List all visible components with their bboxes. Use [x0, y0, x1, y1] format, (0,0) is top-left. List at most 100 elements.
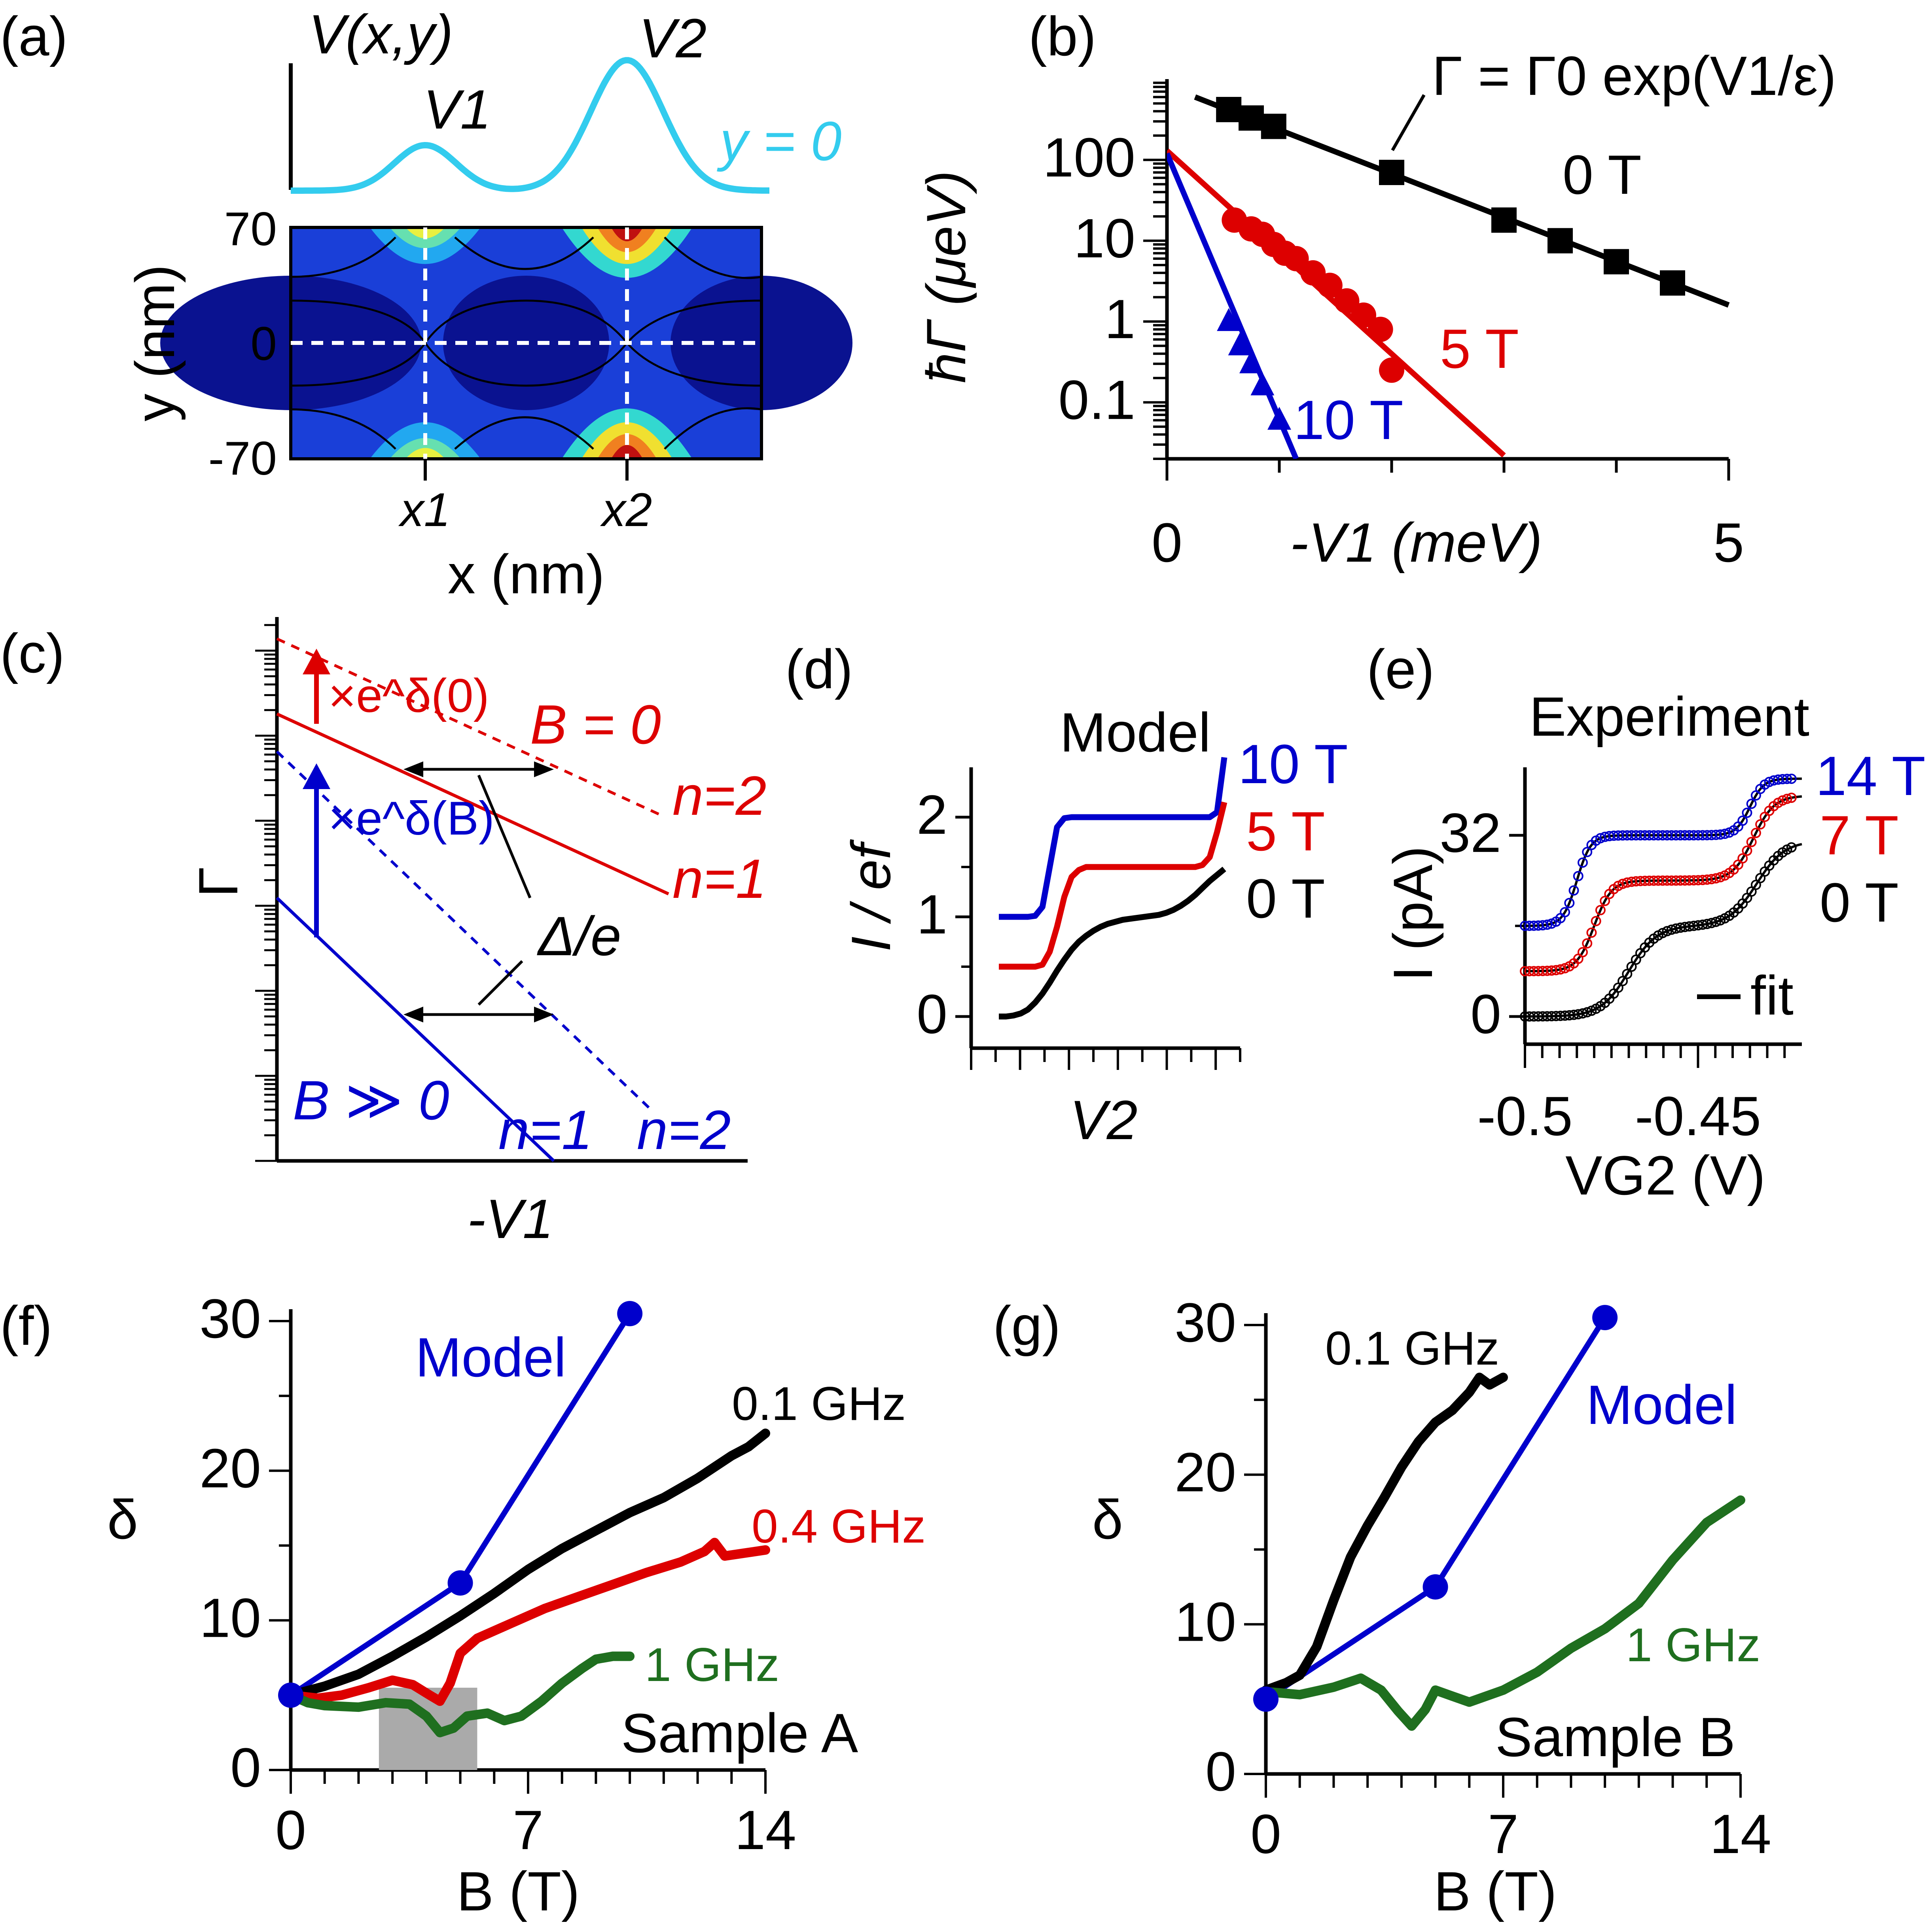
- panel-e-point-14T: [1577, 857, 1588, 868]
- panel-a-potential-profile: [291, 57, 769, 194]
- panel-g-xtick-label: 0: [1250, 1803, 1281, 1865]
- panel-d-ylabel: I / ef: [840, 839, 902, 952]
- panel-f-ylabel: δ: [107, 1488, 138, 1550]
- panel-e-point-7T: [1777, 795, 1788, 806]
- panel-e-ytick-label: 32: [1440, 802, 1501, 864]
- panel-g-label-f1: 1 GHz: [1626, 1619, 1760, 1672]
- panel-c-xlabel: -V1: [467, 1188, 553, 1250]
- c-blue-factor: ×e^δ(B): [328, 792, 494, 845]
- panel-e-xlabel: VG2 (V): [1565, 1144, 1765, 1206]
- panel-e-plot: [1520, 773, 1802, 1022]
- panel-a-ytick-neg70: -70: [208, 432, 277, 485]
- panel-b-point-0T: [1379, 159, 1404, 185]
- panel-a-v2-label: V2: [639, 7, 707, 69]
- panel-e-ylabel: I (pA): [1382, 846, 1444, 981]
- panel-e-point-0T: [1577, 1008, 1588, 1019]
- panel-e-label-0T: 0 T: [1820, 871, 1899, 933]
- panel-g-xtick-label: 14: [1710, 1803, 1771, 1865]
- panel-a-y0-label: y = 0: [717, 110, 841, 172]
- panel-d-ytick-label: 0: [917, 983, 947, 1045]
- contour-lines: [290, 237, 762, 450]
- panel-e-point-14T: [1573, 871, 1583, 881]
- panel-b-point-5T: [1317, 273, 1343, 298]
- panel-e-point-7T: [1595, 905, 1606, 916]
- panel-b-point-10T: [1250, 372, 1275, 396]
- panel-f-curve-1GHz: [286, 1651, 635, 1738]
- panel-e-point-7T: [1577, 947, 1588, 958]
- panel-f-model-marker: [278, 1682, 303, 1708]
- panel-f-ytick-label: 10: [199, 1587, 261, 1649]
- c-red-n1-solid: [276, 712, 669, 895]
- panel-d-ytick-label: 1: [917, 883, 947, 945]
- panel-e-point-14T: [1542, 919, 1553, 930]
- panel-a-ytick-0: 0: [250, 317, 277, 370]
- panel-g-label-model: Model: [1586, 1374, 1737, 1436]
- panel-g: (g) 0 7 14 30 20 10 0 δ B (T) Model 0.1 GHz 1 …: [993, 1291, 1771, 1922]
- panel-d-axes: 2 1 0: [917, 767, 1241, 1070]
- panel-f-label-f04: 0.4 GHz: [752, 1500, 926, 1553]
- panel-f-label-f1: 1 GHz: [645, 1638, 779, 1691]
- panel-b-point-10T: [1239, 350, 1263, 373]
- panel-g-curve-01GHz: [1261, 1372, 1508, 1695]
- panel-g-ytick-label: 0: [1205, 1740, 1236, 1802]
- panel-b-point-5T: [1283, 246, 1309, 271]
- panel-b-xtick-label: 0: [1152, 511, 1182, 574]
- panel-e-point-7T: [1555, 964, 1566, 975]
- panel-e-point-0T: [1710, 916, 1721, 927]
- panel-b-point-0T: [1261, 114, 1286, 139]
- panel-e-point-7T: [1755, 819, 1766, 830]
- c-delta-arrowhead-top-l: [403, 761, 423, 777]
- panel-f-ytick-label: 20: [199, 1437, 261, 1499]
- panel-b-ytick-label: 100: [1043, 126, 1135, 188]
- panel-a-xtick-x2: x2: [600, 483, 652, 536]
- panel-b-label-5T: 5 T: [1440, 318, 1519, 380]
- panel-f-ytick-label: 0: [230, 1736, 261, 1798]
- panel-e-axes: -0.5 -0.45 32 0: [1440, 767, 1802, 1147]
- panel-e-point-14T: [1720, 829, 1730, 839]
- panel-f-label-model: Model: [415, 1326, 566, 1388]
- panel-b: (b) 100 10 1 0.1 0 5 ħΓ (μeV) -V1 (meV) Γ = Γ…: [915, 5, 1836, 574]
- panel-f-ytick-label: 30: [199, 1287, 261, 1350]
- panel-e-xtick-label: -0.45: [1635, 1085, 1761, 1147]
- panel-e-point-7T: [1710, 873, 1721, 884]
- panel-b-series-group: [1167, 94, 1730, 459]
- panel-g-plot: [1253, 1305, 1745, 1731]
- panel-e-point-14T: [1560, 907, 1570, 918]
- panel-e-point-14T: [1786, 773, 1797, 784]
- panel-b-xtick-label: 5: [1713, 511, 1744, 574]
- panel-b-ylabel: ħΓ (μeV): [915, 170, 977, 383]
- panel-g-axes: 0 7 14 30 20 10 0: [1174, 1291, 1771, 1865]
- contour-saddle1-lower-top: [405, 448, 445, 459]
- panel-a-xtick-x1: x1: [398, 483, 451, 536]
- panel-c-label: (c): [0, 622, 64, 684]
- panel-g-model-marker: [1253, 1686, 1279, 1712]
- panel-g-label-sample: Sample B: [1495, 1706, 1735, 1768]
- c-b0-label: B = 0: [530, 693, 661, 755]
- panel-b-point-0T: [1604, 249, 1629, 274]
- c-delta-pointer-bot: [477, 960, 523, 1006]
- panel-g-label-f01: 0.1 GHz: [1325, 1322, 1499, 1375]
- panel-e-label: (e): [1367, 638, 1434, 700]
- panel-f: (f) 0 7 14 30 20 10 0 δ B (T) Model 0.1 GHz 0.…: [0, 1287, 926, 1922]
- panel-a-ylabel: y (nm): [124, 265, 186, 422]
- panel-g-ylabel: δ: [1092, 1488, 1123, 1550]
- panel-e-point-0T: [1618, 976, 1628, 986]
- panel-e-xtick-label: -0.5: [1477, 1085, 1572, 1147]
- c-blue-n1-label: n=1: [498, 1099, 592, 1161]
- panel-e-point-0T: [1626, 962, 1637, 972]
- panel-e-fit-14T: [1525, 777, 1802, 927]
- panel-b-label-10T: 10 T: [1294, 389, 1404, 451]
- panel-f-label: (f): [0, 1295, 52, 1357]
- panel-a-contour-map: [160, 226, 852, 460]
- c-delta-arrowhead-bot-r: [534, 1007, 554, 1022]
- contour-saddle2-lower-r: [611, 445, 643, 459]
- panel-e-point-0T: [1706, 918, 1717, 928]
- panel-e-point-14T: [1568, 885, 1579, 896]
- panel-e-point-0T: [1582, 1007, 1593, 1018]
- panel-f-xlabel: B (T): [456, 1860, 580, 1922]
- panel-f-xtick-label: 7: [513, 1799, 544, 1861]
- panel-b-ytick-label: 1: [1104, 288, 1135, 350]
- c-red-n2-dashed: [276, 637, 665, 818]
- panel-f-model-marker: [617, 1301, 643, 1327]
